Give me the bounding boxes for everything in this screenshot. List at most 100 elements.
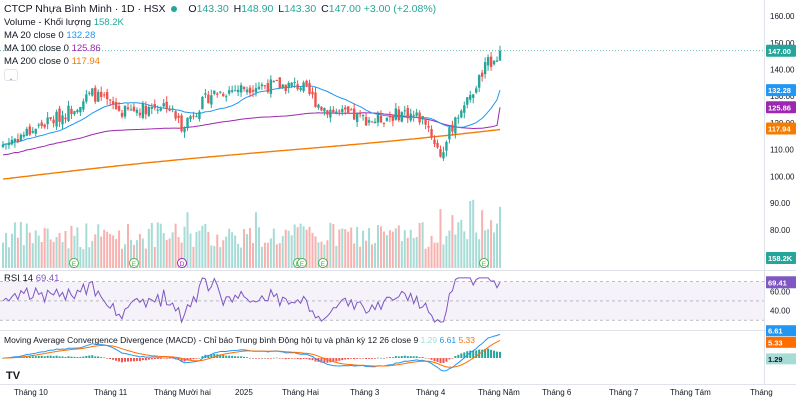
candle-body xyxy=(117,105,121,111)
candle-body xyxy=(358,113,362,115)
candle-body xyxy=(31,130,34,133)
volume-bar xyxy=(216,234,219,268)
candle-body xyxy=(108,99,112,101)
macd-histogram-bar xyxy=(394,356,397,358)
macd-histogram-bar xyxy=(189,358,192,360)
candle-body xyxy=(219,91,222,93)
volume-bar xyxy=(368,228,371,268)
volume-bar xyxy=(466,239,469,268)
candle-body xyxy=(344,107,347,110)
ma20-line xyxy=(2,85,501,145)
macd-histogram-bar xyxy=(350,358,353,359)
candle-body xyxy=(498,50,502,61)
time-axis-label: Tháng 3 xyxy=(350,388,380,397)
candle-body xyxy=(88,92,91,94)
candle-body xyxy=(79,106,82,113)
candle-body xyxy=(251,89,255,92)
macd-histogram-bar xyxy=(49,355,52,358)
volume-bar xyxy=(64,230,67,268)
candle-body xyxy=(85,94,88,102)
open-value: 143.30 xyxy=(196,3,229,15)
macd-histogram-bar xyxy=(115,358,118,361)
candle-body xyxy=(477,75,481,88)
legend-ma200[interactable]: MA 200 close 0 117.94 xyxy=(4,56,100,67)
volume-bar xyxy=(296,227,299,268)
volume-bar xyxy=(52,241,55,268)
volume-bar xyxy=(192,246,195,268)
volume-bar xyxy=(454,234,457,268)
macd-histogram-bar xyxy=(296,358,299,360)
tradingview-logo[interactable]: TV xyxy=(6,370,21,382)
macd-histogram-bar xyxy=(332,358,335,362)
candle-body xyxy=(186,117,189,129)
volume-bar xyxy=(153,246,156,268)
candle-body xyxy=(257,86,261,89)
macd-histogram-bar xyxy=(171,358,174,359)
ma20-badge xyxy=(766,84,796,97)
macd-histogram-bar xyxy=(287,358,290,359)
time-axis-label: Tháng 11 xyxy=(94,388,128,397)
volume-bar xyxy=(126,224,129,268)
volume-bar xyxy=(412,238,415,268)
candle-body xyxy=(460,110,463,118)
volume-bar xyxy=(430,235,433,268)
candle-body xyxy=(466,97,469,105)
volume-bar xyxy=(266,242,269,268)
candle-body xyxy=(213,90,216,94)
collapse-legend-icon[interactable]: ‸ xyxy=(4,69,18,81)
symbol-title[interactable]: CTCP Nhựa Bình Minh · 1D · HSX xyxy=(4,3,166,15)
macd-histogram-bar xyxy=(153,358,156,360)
volume-bar xyxy=(198,230,201,268)
macd-histogram-bar xyxy=(362,358,365,359)
candle-body xyxy=(248,87,252,94)
macd-histogram-bar xyxy=(150,358,153,360)
legend-ma100[interactable]: MA 100 close 0 125.86 xyxy=(4,43,101,54)
candle-body xyxy=(138,112,142,116)
macd-histogram-bar xyxy=(436,358,439,362)
volume-bar xyxy=(150,222,153,268)
volume-bar xyxy=(281,236,284,268)
macd-histogram-bar xyxy=(147,358,150,360)
macd-histogram-bar xyxy=(46,355,49,358)
volume-bar xyxy=(10,233,13,268)
volume-bar xyxy=(61,242,64,268)
candle-body xyxy=(174,111,177,119)
candle-body xyxy=(43,124,46,128)
volume-bar xyxy=(91,240,94,268)
candle-body xyxy=(448,127,451,140)
ma100-badge-label: 125.86 xyxy=(768,103,791,112)
volume-bar xyxy=(257,227,260,268)
volume-bar xyxy=(391,231,394,268)
signal-line xyxy=(3,339,501,368)
macd-histogram-bar xyxy=(34,356,37,358)
volume-bar xyxy=(317,242,320,268)
macd-histogram-bar xyxy=(379,357,382,359)
volume-bar xyxy=(314,236,317,268)
change-value: +3.00 (+2.08%) xyxy=(363,3,437,15)
volume-bar xyxy=(4,232,7,268)
macd-histogram-bar xyxy=(210,354,213,358)
volume-bar xyxy=(103,229,106,268)
candle-body xyxy=(70,108,73,115)
volume-bar xyxy=(219,247,222,268)
volume-bar xyxy=(168,238,171,268)
volume-bar xyxy=(37,235,40,268)
volume-bar xyxy=(70,225,73,268)
candle-body xyxy=(415,112,418,116)
volume-bar xyxy=(341,228,344,268)
legend-ma20[interactable]: MA 20 close 0 132.28 xyxy=(4,30,96,41)
legend-volume[interactable]: Volume - Khối lượng 158.2K xyxy=(4,17,124,28)
dividend-marker xyxy=(129,258,139,268)
volume-bar xyxy=(25,223,28,268)
candle-body xyxy=(233,90,237,92)
macd-histogram-bar xyxy=(460,353,463,358)
macd-histogram-bar xyxy=(376,357,379,359)
candle-body xyxy=(46,117,49,125)
legend-rsi[interactable]: RSI 14 69.41 xyxy=(4,273,60,284)
candle-body xyxy=(245,89,249,93)
price-tick-label: 130.00 xyxy=(770,92,795,101)
legend-macd[interactable]: Moving Average Convergence Divergence (M… xyxy=(4,335,475,345)
candle-body xyxy=(379,115,383,123)
candle-body xyxy=(483,62,487,75)
